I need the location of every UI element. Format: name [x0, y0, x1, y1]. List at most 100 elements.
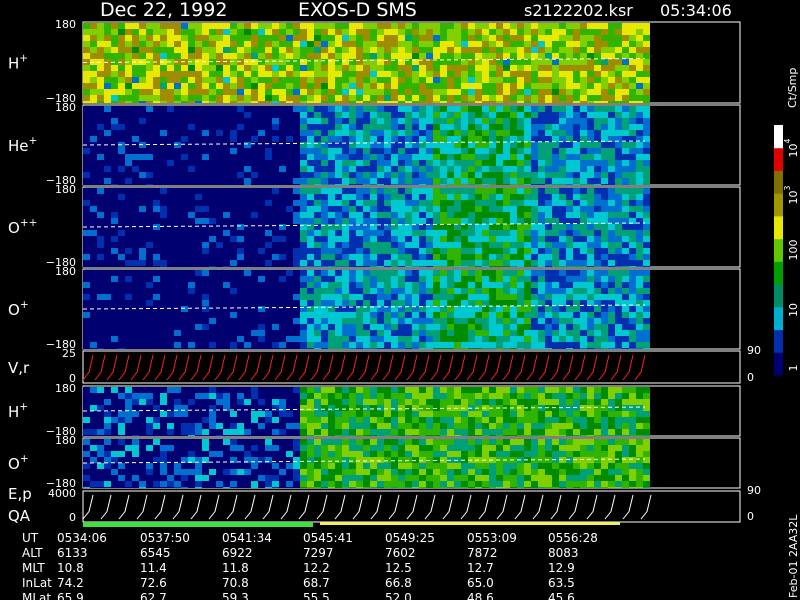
spectrogram-cell — [111, 118, 118, 124]
spectrogram-cell — [146, 101, 153, 103]
spectrogram-cell — [552, 212, 559, 218]
spectrogram-cell — [475, 101, 482, 103]
spectrogram-cell — [244, 224, 251, 230]
spectrogram-cell — [104, 53, 111, 59]
spectrogram-cell — [482, 288, 489, 294]
spectrogram-cell — [258, 282, 265, 288]
spectrogram-cell — [167, 254, 174, 260]
spectrogram-cell — [517, 194, 524, 200]
spectrogram-cell — [216, 300, 223, 306]
spectrogram-cell — [384, 435, 391, 436]
instrument: EXOS-D SMS — [298, 0, 417, 21]
spectrogram-cell — [188, 224, 195, 230]
spectrogram-cell — [125, 23, 132, 29]
spectrogram-cell — [559, 218, 566, 224]
spectrogram-cell — [265, 184, 272, 185]
spectrogram-cell — [384, 270, 391, 276]
spectrogram-cell — [160, 218, 167, 224]
spectrogram-cell — [489, 142, 496, 148]
spectrogram-cell — [622, 106, 629, 112]
spectrogram-cell — [622, 200, 629, 206]
spectrogram-cell — [216, 266, 223, 267]
spectrogram-cell — [90, 266, 97, 267]
spectrogram-cell — [433, 95, 440, 101]
spectrogram-cell — [258, 188, 265, 194]
spectrogram-cell — [111, 112, 118, 118]
spectrogram-cell — [307, 83, 314, 89]
spectrogram-cell — [258, 136, 265, 142]
spectrogram-cell — [300, 435, 307, 436]
spectrogram-cell — [482, 101, 489, 103]
spectrogram-cell — [118, 218, 125, 224]
spectrogram-cell — [426, 35, 433, 41]
spectrogram-cell — [174, 300, 181, 306]
spectrogram-cell — [538, 224, 545, 230]
spectrogram-cell — [258, 399, 265, 405]
spectrogram-cell — [377, 154, 384, 160]
spectrogram-cell — [181, 276, 188, 282]
spectrogram-cell — [356, 41, 363, 47]
spectrogram-cell — [104, 411, 111, 417]
spectrogram-cell — [363, 206, 370, 212]
spectrogram-cell — [349, 336, 356, 342]
spectrogram-cell — [587, 336, 594, 342]
spectrogram-cell — [223, 47, 230, 53]
spectrogram-cell — [153, 254, 160, 260]
spectrogram-cell — [223, 124, 230, 130]
spectrogram-cell — [195, 148, 202, 154]
spectrogram-cell — [118, 248, 125, 254]
spectrogram-cell — [132, 324, 139, 330]
spectrogram-cell — [594, 35, 601, 41]
spectrogram-cell — [391, 136, 398, 142]
spectrogram-cell — [174, 318, 181, 324]
spectrogram-cell — [405, 294, 412, 300]
spectrogram-cell — [125, 411, 132, 417]
spectrogram-cell — [636, 160, 643, 166]
spectrogram-cell — [279, 218, 286, 224]
spectrogram-cell — [349, 276, 356, 282]
spectrogram-cell — [405, 318, 412, 324]
spectrogram-cell — [370, 35, 377, 41]
spectrogram-cell — [272, 89, 279, 95]
spectrogram-cell — [237, 218, 244, 224]
spectrogram-cell — [405, 184, 412, 185]
spectrogram-cell — [566, 35, 573, 41]
spectrogram-cell — [643, 148, 650, 154]
spectrogram-cell — [503, 288, 510, 294]
spectrogram-cell — [594, 172, 601, 178]
spectrogram-cell — [342, 300, 349, 306]
spectrogram-cell — [307, 393, 314, 399]
spectrogram-cell — [111, 330, 118, 336]
spectrogram-cell — [356, 194, 363, 200]
spectrogram-cell — [363, 330, 370, 336]
spectrogram-cell — [286, 101, 293, 103]
spectrogram-cell — [349, 254, 356, 260]
spectrogram-cell — [335, 399, 342, 405]
spectrogram-cell — [328, 312, 335, 318]
spectrogram-cell — [370, 47, 377, 53]
tick-label: 25 — [62, 347, 76, 360]
spectrogram-cell — [461, 212, 468, 218]
spectrogram-cell — [475, 230, 482, 236]
spectrogram-cell — [300, 300, 307, 306]
spectrogram-cell — [125, 248, 132, 254]
spectrogram-cell — [419, 101, 426, 103]
spectrogram-cell — [475, 35, 482, 41]
spectrogram-cell — [125, 136, 132, 142]
spectrogram-cell — [90, 212, 97, 218]
spectrogram-cell — [496, 288, 503, 294]
spectrogram-cell — [188, 242, 195, 248]
spectrogram-cell — [440, 242, 447, 248]
spectrogram-cell — [580, 41, 587, 47]
spectrogram-cell — [363, 188, 370, 194]
spectrogram-cell — [496, 324, 503, 330]
spectrogram-cell — [202, 300, 209, 306]
spectrogram-cell — [559, 77, 566, 83]
spectrogram-cell — [104, 130, 111, 136]
spectrogram-cell — [552, 194, 559, 200]
spectrogram-cell — [272, 154, 279, 160]
reference-line — [82, 58, 646, 63]
spectrogram-cell — [468, 23, 475, 29]
spectrogram-cell — [209, 318, 216, 324]
spectrogram-cell — [636, 83, 643, 89]
